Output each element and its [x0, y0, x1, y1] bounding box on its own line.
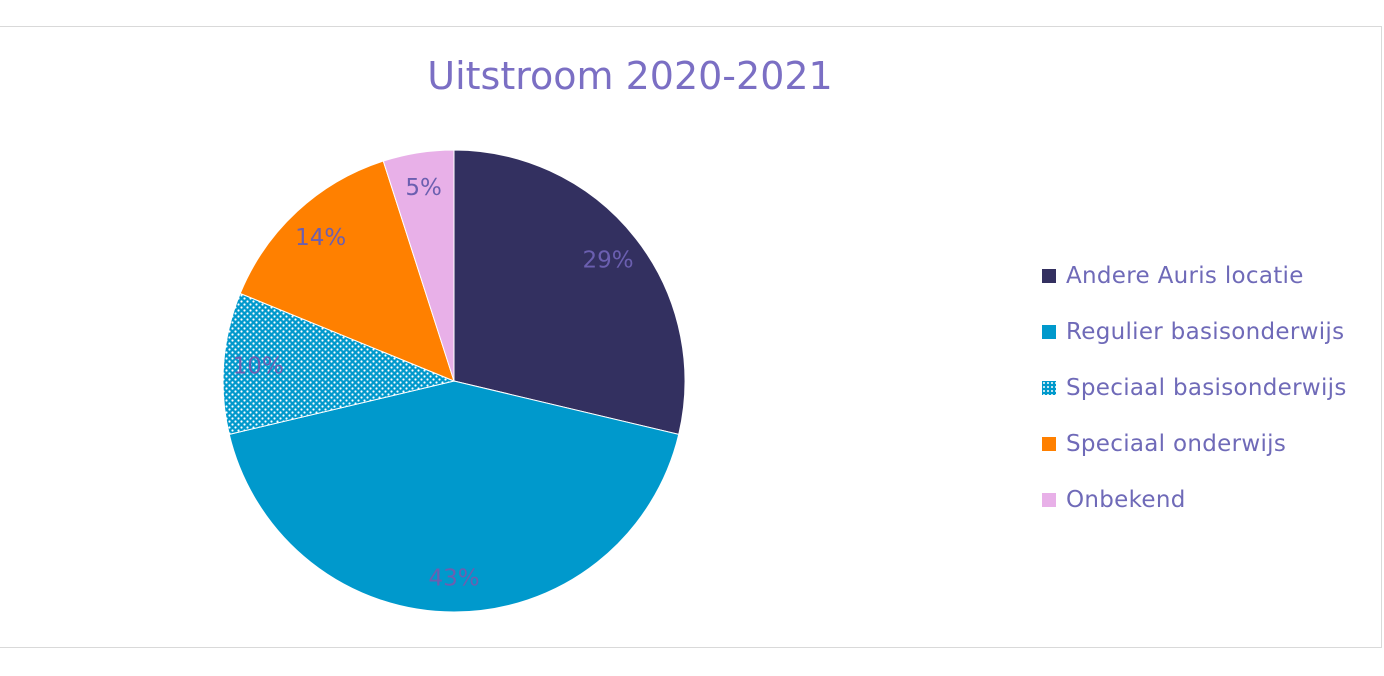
legend-swatch	[1042, 493, 1056, 507]
legend: Andere Auris locatie Regulier basisonder…	[1042, 248, 1347, 528]
legend-item-onbekend: Onbekend	[1042, 472, 1347, 528]
chart-title: Uitstroom 2020-2021	[427, 54, 833, 98]
legend-swatch	[1042, 269, 1056, 283]
slice-data-label: 29%	[582, 247, 633, 273]
legend-item-speciaal-onderwijs: Speciaal onderwijs	[1042, 416, 1347, 472]
slice-data-label: 14%	[295, 225, 346, 251]
legend-label: Speciaal basisonderwijs	[1066, 375, 1347, 401]
slice-data-label: 10%	[233, 354, 284, 380]
pie-slice-speciaal-basisonderwijs	[222, 292, 456, 436]
legend-label: Regulier basisonderwijs	[1066, 319, 1345, 345]
pie-slice-onbekend	[382, 149, 455, 382]
legend-label: Onbekend	[1066, 487, 1186, 513]
slice-data-label: 5%	[405, 175, 442, 201]
pie-slice-regulier-basisonderwijs	[228, 380, 680, 613]
legend-swatch	[1042, 381, 1056, 395]
legend-label: Speciaal onderwijs	[1066, 431, 1287, 457]
pie-slice-andere-auris-locatie	[453, 149, 686, 436]
legend-item-andere-auris-locatie: Andere Auris locatie	[1042, 248, 1347, 304]
legend-item-regulier-basisonderwijs: Regulier basisonderwijs	[1042, 304, 1347, 360]
legend-label: Andere Auris locatie	[1066, 263, 1304, 289]
legend-swatch	[1042, 325, 1056, 339]
legend-item-speciaal-basisonderwijs: Speciaal basisonderwijs	[1042, 360, 1347, 416]
slice-data-label: 43%	[428, 565, 479, 591]
legend-swatch	[1042, 437, 1056, 451]
